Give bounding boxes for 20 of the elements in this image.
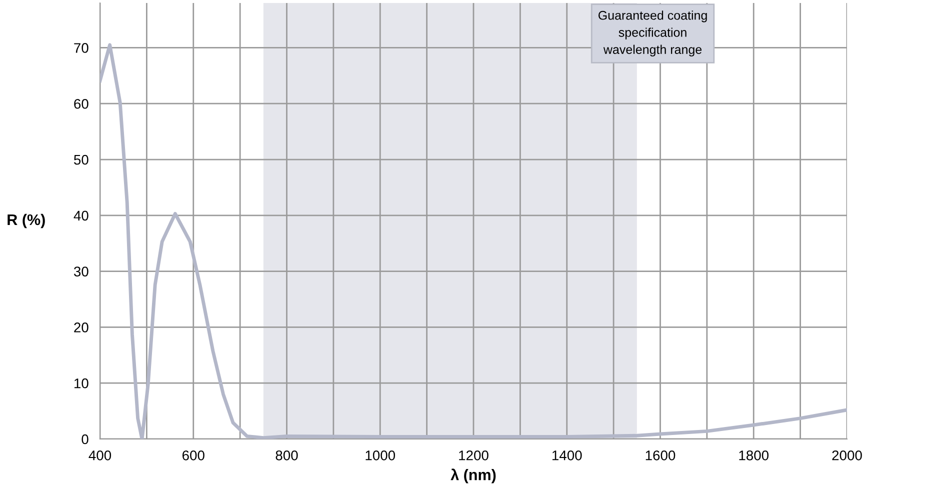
y-tick-label: 20 <box>74 322 88 332</box>
x-tick-label: 2000 <box>832 450 862 460</box>
x-tick-label: 1200 <box>459 450 488 460</box>
y-tick-label: 50 <box>74 154 88 165</box>
y-axis-title: R (%) <box>8 214 45 228</box>
x-tick-label: 1600 <box>646 450 676 460</box>
y-tick-label: 40 <box>74 210 88 221</box>
x-axis-title: λ (nm) <box>450 468 496 484</box>
x-tick-label: 600 <box>182 450 204 460</box>
x-tick-label: 1800 <box>739 450 769 460</box>
x-tick-label: 400 <box>88 450 112 460</box>
y-tick-label: 10 <box>74 378 88 388</box>
band-label: Guaranteed coating specification wavelength range <box>598 10 707 56</box>
y-tick-label: 30 <box>74 266 88 276</box>
x-tick-label: 800 <box>276 450 298 460</box>
x-tick-label: 1000 <box>366 450 396 460</box>
y-tick-label: 70 <box>74 43 88 53</box>
y-tick-label: 60 <box>74 98 88 109</box>
x-tick-label: 1400 <box>552 450 582 460</box>
y-tick-label: 0 <box>82 434 88 444</box>
